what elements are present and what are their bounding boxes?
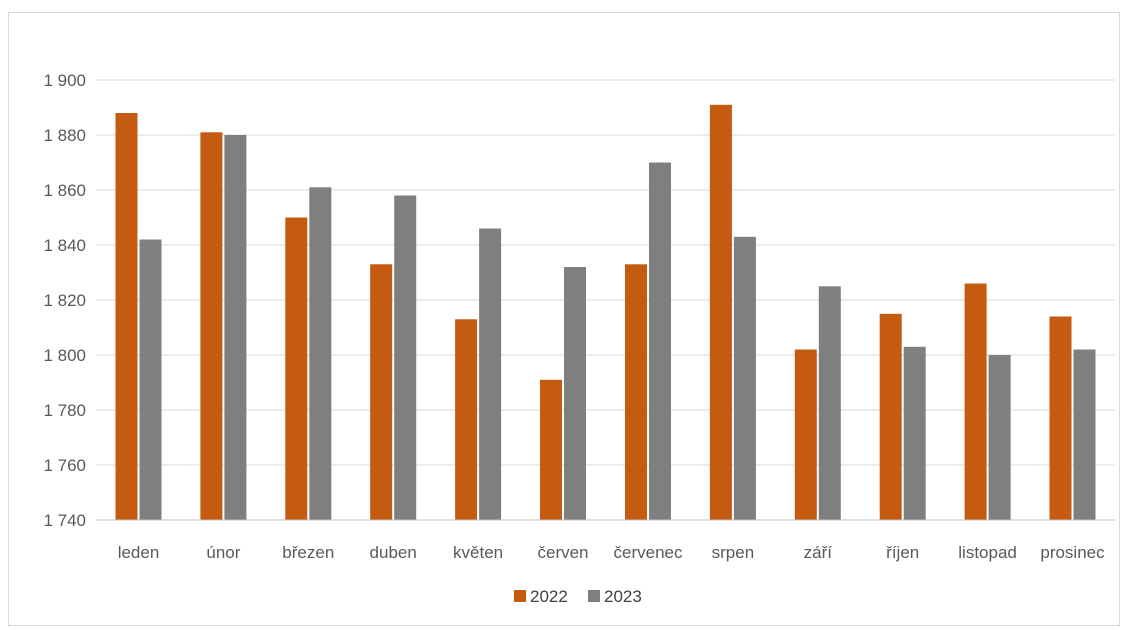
legend: 2022 2023: [514, 587, 642, 606]
bar-2023-listopad: [988, 355, 1011, 520]
bar-2022-prosinec: [1049, 316, 1072, 520]
y-tick-label: 1 900: [43, 71, 86, 90]
x-tick-label: prosinec: [1040, 543, 1105, 562]
bar-2022-říjen: [879, 313, 902, 521]
bar-2022-listopad: [964, 283, 987, 520]
legend-label-2022: 2022: [530, 587, 568, 606]
x-tick-label: leden: [118, 543, 160, 562]
x-tick-label: červen: [537, 543, 588, 562]
legend-swatch-2023: [588, 590, 600, 602]
bar-2022-duben: [370, 264, 393, 521]
x-tick-label: květen: [453, 543, 503, 562]
x-tick-label: září: [804, 543, 833, 562]
bar-2022-leden: [115, 113, 138, 520]
bar-2022-květen: [455, 319, 478, 521]
y-tick-label: 1 860: [43, 181, 86, 200]
legend-swatch-2022: [514, 590, 526, 602]
x-axis-tick-labels: leden únor březen duben květen červen červenec…: [118, 543, 1105, 562]
bar-2022-srpen: [709, 104, 732, 521]
y-tick-label: 1 840: [43, 236, 86, 255]
bar-2022-červen: [540, 379, 562, 521]
bar-series: [115, 104, 1096, 521]
y-axis-tick-labels: 1 740 1 760 1 780 1 800 1 820 1 840 1 860 1 880…: [43, 71, 86, 530]
y-tick-label: 1 800: [43, 346, 86, 365]
bar-2022-červenec: [625, 264, 647, 521]
x-tick-label: červenec: [614, 543, 683, 562]
bar-2023-květen: [479, 228, 502, 520]
bar-2022-září: [794, 349, 817, 520]
x-tick-label: srpen: [712, 543, 755, 562]
x-tick-label: duben: [370, 543, 417, 562]
y-tick-label: 1 760: [43, 456, 86, 475]
y-tick-label: 1 880: [43, 126, 86, 145]
bar-2023-březen: [309, 187, 332, 521]
bar-2023-únor: [224, 135, 247, 520]
gridlines: [96, 79, 1115, 466]
x-tick-label: listopad: [958, 543, 1017, 562]
bar-2023-duben: [394, 195, 417, 520]
y-tick-label: 1 820: [43, 291, 86, 310]
y-tick-label: 1 780: [43, 401, 86, 420]
bar-2023-červenec: [649, 162, 671, 520]
legend-label-2023: 2023: [604, 587, 642, 606]
bar-2023-leden: [139, 239, 162, 520]
bar-2023-prosinec: [1073, 349, 1096, 520]
y-tick-label: 1 740: [43, 511, 86, 530]
bar-2022-únor: [200, 132, 223, 521]
x-tick-label: únor: [206, 543, 240, 562]
bar-2023-srpen: [733, 236, 756, 521]
bar-2023-září: [818, 286, 841, 521]
x-tick-label: říjen: [886, 543, 919, 562]
bar-2023-říjen: [903, 346, 926, 521]
bar-2023-červen: [564, 267, 586, 520]
bar-2022-březen: [285, 217, 308, 520]
x-tick-label: březen: [282, 543, 334, 562]
